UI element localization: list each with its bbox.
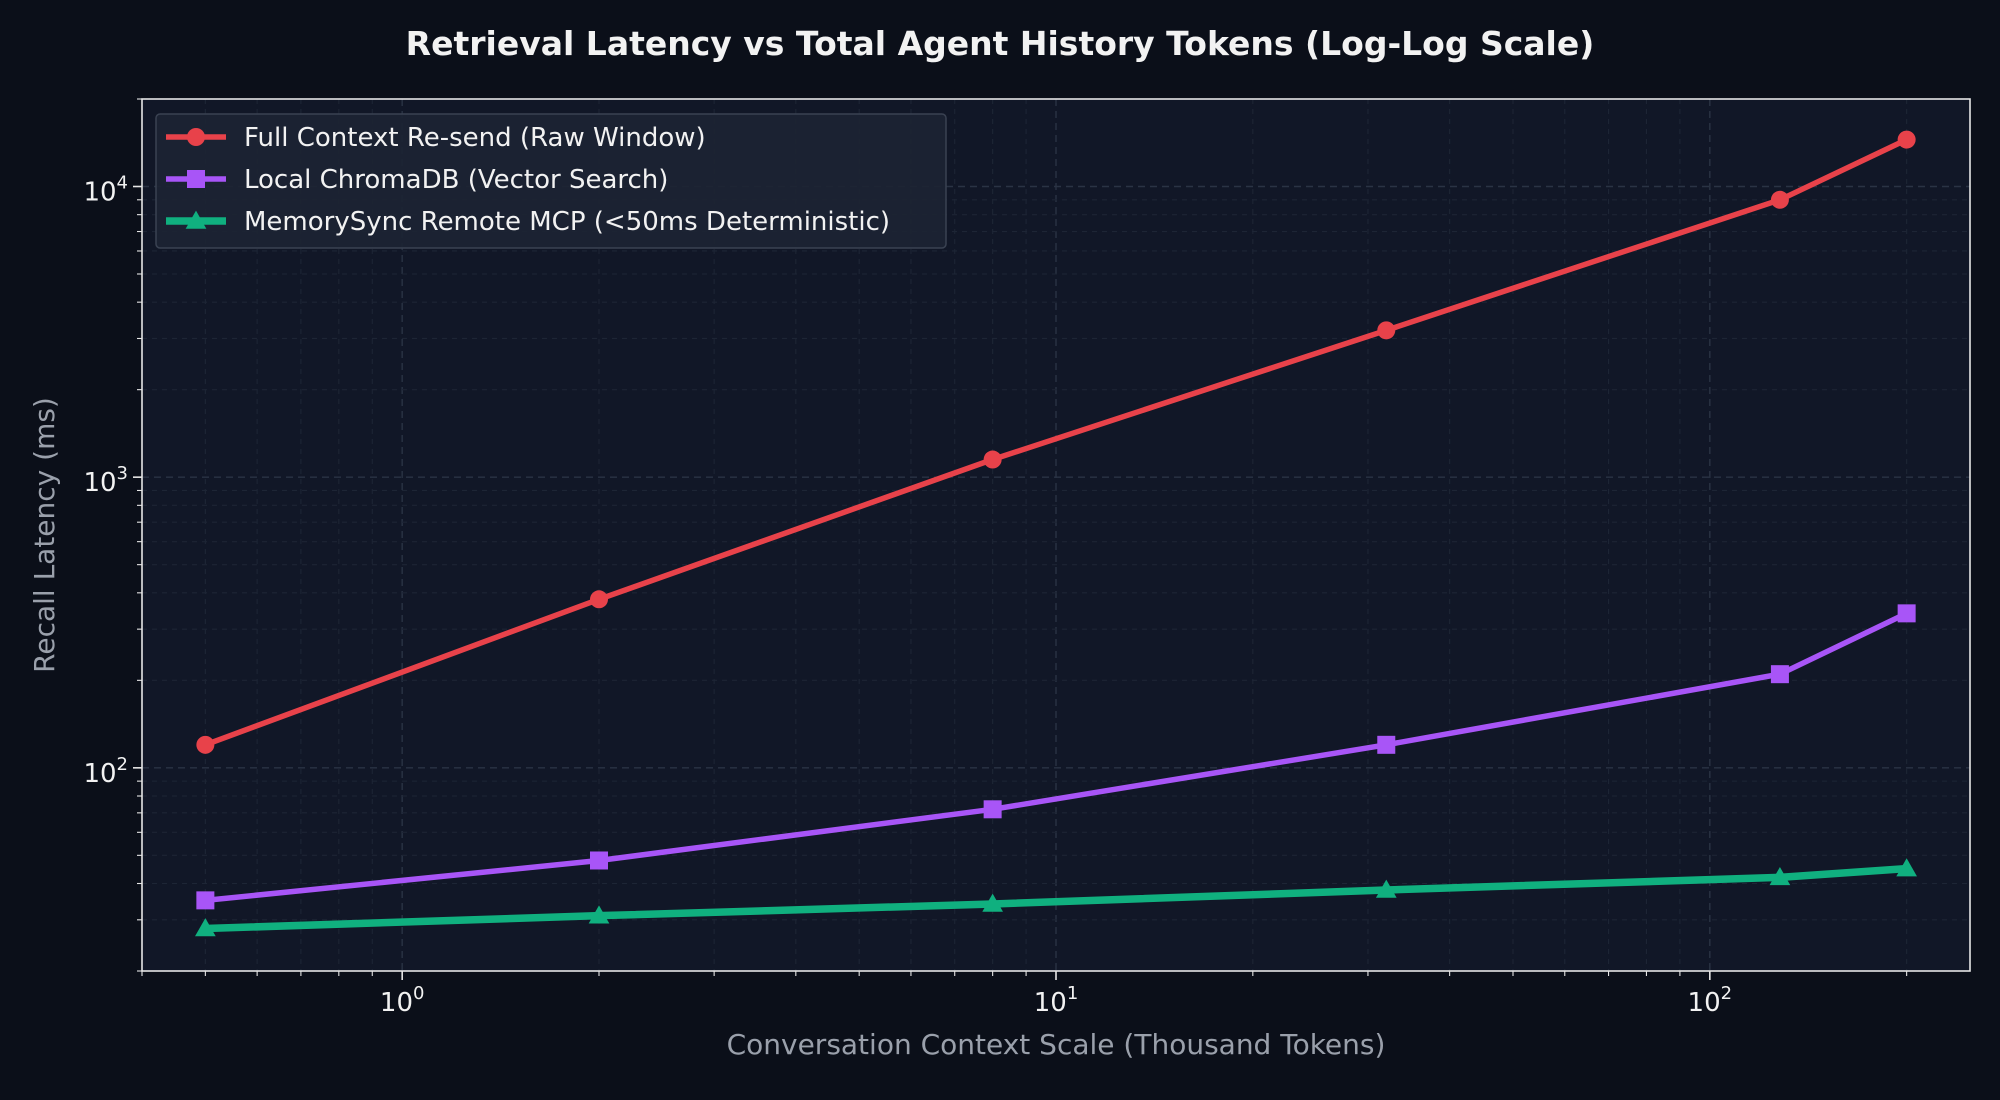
data-point-series-2 xyxy=(1770,665,1789,684)
legend-marker-3 xyxy=(185,210,207,229)
series-lines xyxy=(201,136,1911,933)
y-axis-label: Recall Latency (ms) xyxy=(28,397,61,673)
data-point-series-1 xyxy=(1770,190,1789,209)
data-point-series-2 xyxy=(983,800,1002,819)
series-line-3 xyxy=(201,864,1911,933)
series-markers xyxy=(195,130,1917,937)
data-point-series-3 xyxy=(1896,858,1917,877)
grid xyxy=(141,98,1970,972)
y-tick-label: 102 xyxy=(83,754,128,789)
chart-title: Retrieval Latency vs Total Agent History… xyxy=(406,24,1595,63)
legend-entry-2: Local ChromaDB (Vector Search) xyxy=(244,165,668,195)
legend-entry-3: MemorySync Remote MCP (<50ms Determinist… xyxy=(244,207,890,237)
data-point-series-2 xyxy=(1377,735,1396,754)
data-point-series-2 xyxy=(1897,604,1916,623)
x-tick-label: 100 xyxy=(380,983,425,1018)
y-tick-label: 103 xyxy=(83,463,128,498)
legend-marker-1 xyxy=(187,128,205,146)
x-tick-label: 102 xyxy=(1688,983,1733,1018)
legend-marker-2 xyxy=(187,170,205,188)
legend-entry-1: Full Context Re-send (Raw Window) xyxy=(244,123,706,153)
data-point-series-1 xyxy=(1897,130,1916,149)
data-point-series-3 xyxy=(588,905,610,924)
series-line-1 xyxy=(202,136,1910,748)
legend: Full Context Re-send (Raw Window) Local C… xyxy=(155,113,947,249)
y-tick-label: 104 xyxy=(83,172,128,207)
data-point-series-3 xyxy=(195,918,216,937)
data-point-series-1 xyxy=(983,450,1002,469)
data-point-series-3 xyxy=(1375,879,1397,898)
data-point-series-2 xyxy=(196,891,215,910)
series-line-2 xyxy=(202,610,1910,904)
data-point-series-1 xyxy=(1377,321,1396,340)
data-point-series-1 xyxy=(590,590,608,609)
legend-box xyxy=(155,113,947,249)
data-point-series-1 xyxy=(196,735,215,754)
x-axis-label: Conversation Context Scale (Thousand Tok… xyxy=(727,1028,1386,1061)
data-point-series-3 xyxy=(1769,866,1791,886)
x-tick-label: 101 xyxy=(1034,983,1079,1018)
data-point-series-3 xyxy=(982,893,1003,912)
data-point-series-2 xyxy=(590,851,608,870)
axis-ticks: 100 101 102 102 103 104 xyxy=(83,98,1908,1018)
